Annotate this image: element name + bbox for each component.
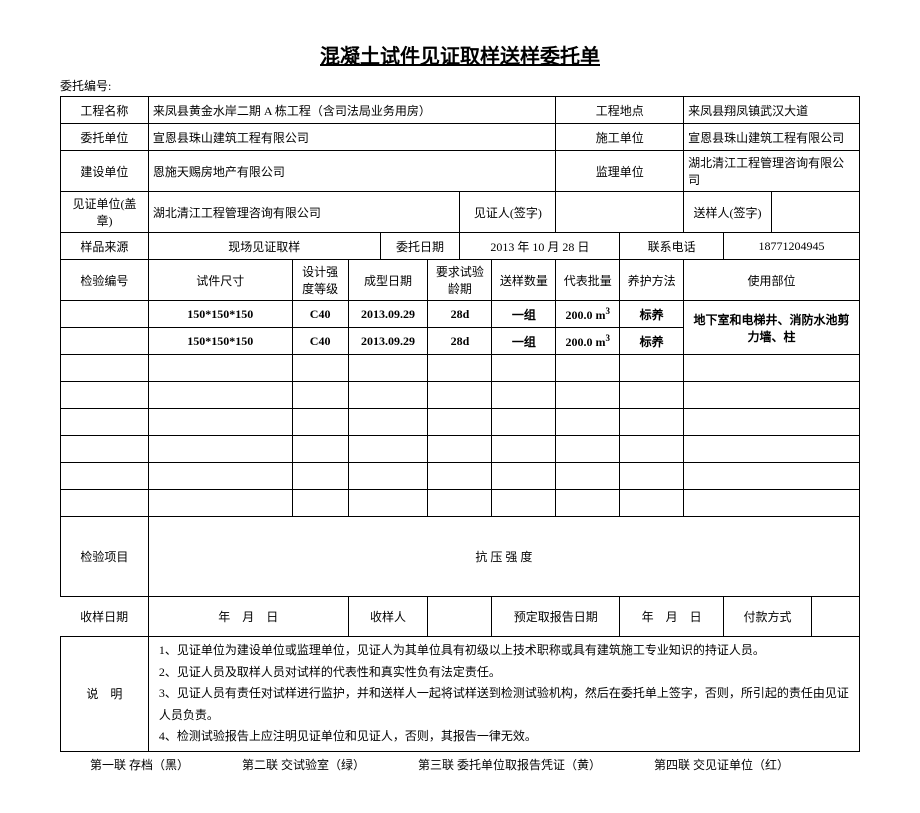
hdr-grade: 设计强度等级 xyxy=(292,260,348,301)
row-test-item: 检验项目 抗 压 强 度 xyxy=(61,517,860,597)
cell-date-1: 2013.09.29 xyxy=(348,301,428,328)
footer-copy-1: 第一联 存档（黑） xyxy=(90,756,189,773)
cell-test-no-1 xyxy=(61,301,149,328)
hdr-size: 试件尺寸 xyxy=(148,260,292,301)
notes-label: 说 明 xyxy=(61,637,149,752)
hdr-test-no: 检验编号 xyxy=(61,260,149,301)
hdr-qty: 送样数量 xyxy=(492,260,556,301)
row-project: 工程名称 来凤县黄金水岸二期 A 栋工程（含司法局业务用房） 工程地点 来凤县翔… xyxy=(61,97,860,124)
witness-unit-label: 见证单位(盖章) xyxy=(61,192,149,233)
empty-row xyxy=(61,490,860,517)
note-line: 2、见证人员及取样人员对试样的代表性和真实性负有法定责任。 xyxy=(159,662,855,684)
form-title: 混凝土试件见证取样送样委托单 xyxy=(60,40,860,69)
cell-age-2: 28d xyxy=(428,328,492,355)
empty-row xyxy=(61,463,860,490)
entrust-unit: 宣恩县珠山建筑工程有限公司 xyxy=(148,124,555,151)
cell-size-1: 150*150*150 xyxy=(148,301,292,328)
cell-age-1: 28d xyxy=(428,301,492,328)
recv-person-label: 收样人 xyxy=(348,597,428,637)
cell-test-no-2 xyxy=(61,328,149,355)
cell-qty-2: 一组 xyxy=(492,328,556,355)
cell-grade-2: C40 xyxy=(292,328,348,355)
sender xyxy=(771,192,859,233)
contact: 18771204945 xyxy=(724,233,860,260)
cell-date-2: 2013.09.29 xyxy=(348,328,428,355)
cell-size-2: 150*150*150 xyxy=(148,328,292,355)
main-table: 工程名称 来凤县黄金水岸二期 A 栋工程（含司法局业务用房） 工程地点 来凤县翔… xyxy=(60,96,860,752)
hdr-age: 要求试验龄期 xyxy=(428,260,492,301)
commission-no: 委托编号: xyxy=(60,77,860,94)
row-build: 建设单位 恩施天赐房地产有限公司 监理单位 湖北清江工程管理咨询有限公司 xyxy=(61,151,860,192)
hdr-curing: 养护方法 xyxy=(620,260,684,301)
row-witness-unit: 见证单位(盖章) 湖北清江工程管理咨询有限公司 见证人(签字) 送样人(签字) xyxy=(61,192,860,233)
row-entrust: 委托单位 宣恩县珠山建筑工程有限公司 施工单位 宣恩县珠山建筑工程有限公司 xyxy=(61,124,860,151)
project-name: 来凤县黄金水岸二期 A 栋工程（含司法局业务用房） xyxy=(148,97,555,124)
note-line: 3、见证人员有责任对试样进行监护，并和送样人一起将试样送到检测试验机构，然后在委… xyxy=(159,683,855,726)
sample-source-label: 样品来源 xyxy=(61,233,149,260)
footer: 第一联 存档（黑） 第二联 交试验室（绿） 第三联 委托单位取报告凭证（黄） 第… xyxy=(60,756,860,773)
data-row-1: 150*150*150 C40 2013.09.29 28d 一组 200.0 … xyxy=(61,301,860,328)
row-source: 样品来源 现场见证取样 委托日期 2013 年 10 月 28 日 联系电话 1… xyxy=(61,233,860,260)
cell-batch-2: 200.0 m3 xyxy=(556,328,620,355)
footer-copy-2: 第二联 交试验室（绿） xyxy=(242,756,365,773)
contact-label: 联系电话 xyxy=(620,233,724,260)
build-unit-label: 建设单位 xyxy=(61,151,149,192)
sample-source: 现场见证取样 xyxy=(148,233,380,260)
report-date-label: 预定取报告日期 xyxy=(492,597,620,637)
project-addr: 来凤县翔凤镇武汉大道 xyxy=(684,97,860,124)
report-date: 年 月 日 xyxy=(620,597,724,637)
test-item: 抗 压 强 度 xyxy=(148,517,859,597)
witness-person xyxy=(556,192,684,233)
row-notes: 说 明 1、见证单位为建设单位或监理单位，见证人为其单位具有初级以上技术职称或具… xyxy=(61,637,860,752)
note-line: 4、检测试验报告上应注明见证单位和见证人，否则，其报告一律无效。 xyxy=(159,726,855,748)
supervise-unit: 湖北清江工程管理咨询有限公司 xyxy=(684,151,860,192)
project-name-label: 工程名称 xyxy=(61,97,149,124)
entrust-date-label: 委托日期 xyxy=(380,233,460,260)
cell-qty-1: 一组 xyxy=(492,301,556,328)
build-unit: 恩施天赐房地产有限公司 xyxy=(148,151,555,192)
construct-unit-label: 施工单位 xyxy=(556,124,684,151)
empty-row xyxy=(61,436,860,463)
hdr-part: 使用部位 xyxy=(684,260,860,301)
sender-label: 送样人(签字) xyxy=(684,192,772,233)
notes-content: 1、见证单位为建设单位或监理单位，见证人为其单位具有初级以上技术职称或具有建筑施… xyxy=(148,637,859,752)
cell-part: 地下室和电梯井、消防水池剪力墙、柱 xyxy=(684,301,860,355)
footer-copy-3: 第三联 委托单位取报告凭证（黄） xyxy=(418,756,601,773)
entrust-date: 2013 年 10 月 28 日 xyxy=(460,233,620,260)
recv-person xyxy=(428,597,492,637)
test-item-label: 检验项目 xyxy=(61,517,149,597)
recv-date-label: 收样日期 xyxy=(61,597,149,637)
cell-curing-1: 标养 xyxy=(620,301,684,328)
witness-person-label: 见证人(签字) xyxy=(460,192,556,233)
hdr-form-date: 成型日期 xyxy=(348,260,428,301)
footer-copy-4: 第四联 交见证单位（红） xyxy=(654,756,789,773)
cell-grade-1: C40 xyxy=(292,301,348,328)
hdr-batch: 代表批量 xyxy=(556,260,620,301)
empty-row xyxy=(61,382,860,409)
empty-row xyxy=(61,355,860,382)
witness-unit: 湖北清江工程管理咨询有限公司 xyxy=(148,192,460,233)
supervise-unit-label: 监理单位 xyxy=(556,151,684,192)
pay-value xyxy=(811,597,859,637)
recv-date: 年 月 日 xyxy=(148,597,348,637)
empty-row xyxy=(61,409,860,436)
row-receive: 收样日期 年 月 日 收样人 预定取报告日期 年 月 日 付款方式 xyxy=(61,597,860,637)
entrust-unit-label: 委托单位 xyxy=(61,124,149,151)
cell-curing-2: 标养 xyxy=(620,328,684,355)
pay-label: 付款方式 xyxy=(724,597,812,637)
project-addr-label: 工程地点 xyxy=(556,97,684,124)
cell-batch-1: 200.0 m3 xyxy=(556,301,620,328)
row-headers: 检验编号 试件尺寸 设计强度等级 成型日期 要求试验龄期 送样数量 代表批量 养… xyxy=(61,260,860,301)
construct-unit: 宣恩县珠山建筑工程有限公司 xyxy=(684,124,860,151)
